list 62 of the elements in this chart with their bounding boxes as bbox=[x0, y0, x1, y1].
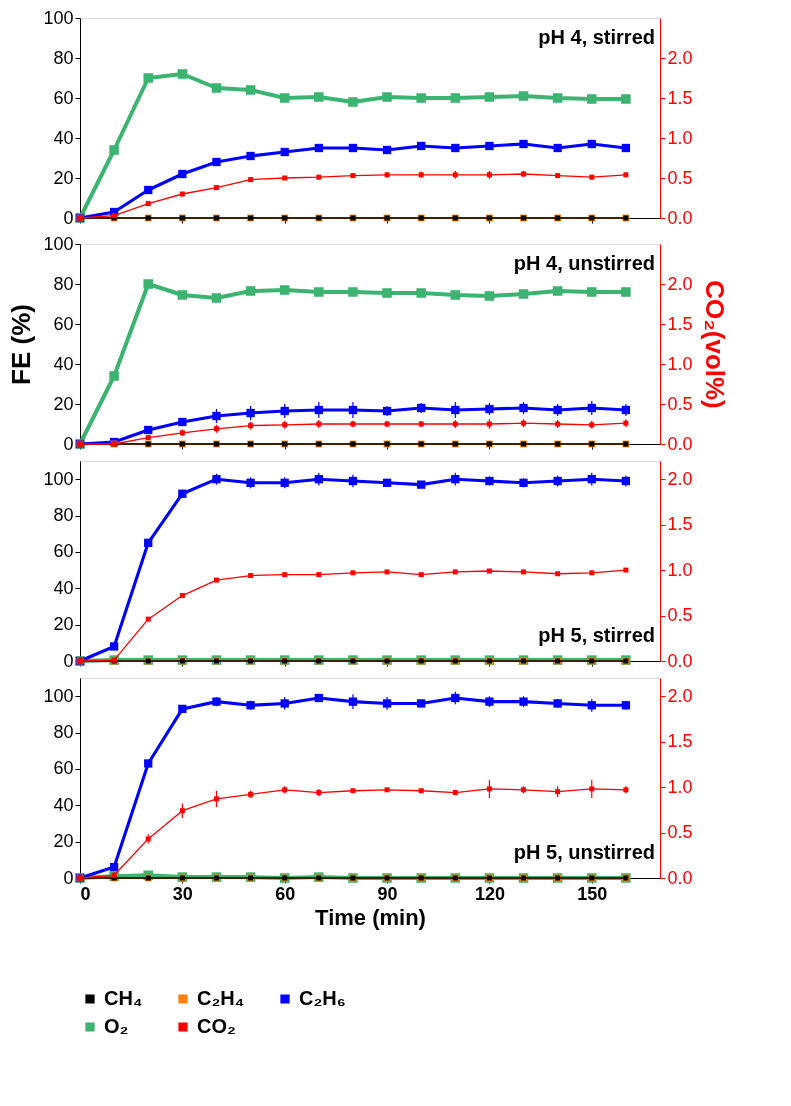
legend-label: CH₄ bbox=[104, 987, 143, 1009]
y-tick-label: 20 bbox=[53, 614, 74, 635]
y2-tick-label: 1.0 bbox=[667, 127, 693, 148]
y-tick-label: 20 bbox=[53, 393, 74, 414]
y2-tick-label: 1.0 bbox=[667, 559, 693, 580]
y-tick-label: 40 bbox=[53, 794, 74, 815]
y-tick-label: 0 bbox=[63, 867, 74, 888]
y-tick-label: 40 bbox=[53, 353, 74, 374]
y2-tick-label: 1.5 bbox=[667, 87, 693, 108]
y-tick-label: 100 bbox=[43, 685, 74, 706]
x-tick-label: 150 bbox=[577, 883, 608, 904]
y2-tick-label: 2.0 bbox=[667, 47, 693, 68]
y-tick-label: 100 bbox=[43, 233, 74, 254]
y2-tick-label: 0.0 bbox=[667, 650, 693, 671]
y-tick-label: 60 bbox=[53, 541, 74, 562]
y-tick-label: 100 bbox=[43, 468, 74, 489]
y2-tick-label: 1.5 bbox=[667, 731, 693, 752]
y2-axis-title: CO₂(vol%) bbox=[699, 280, 730, 409]
y-tick-label: 80 bbox=[53, 273, 74, 294]
x-tick-label: 120 bbox=[474, 883, 505, 904]
y-tick-label: 0 bbox=[63, 650, 74, 671]
x-tick-label: 0 bbox=[80, 883, 91, 904]
y-tick-label: 0 bbox=[63, 207, 74, 228]
y-tick-label: 80 bbox=[53, 505, 74, 526]
y-tick-label: 60 bbox=[53, 313, 74, 334]
y-tick-label: 80 bbox=[53, 47, 74, 68]
y2-tick-label: 1.5 bbox=[667, 313, 693, 334]
annotation: pH 4, stirred bbox=[538, 26, 655, 48]
annotation: pH 5, unstirred bbox=[513, 841, 655, 863]
y2-tick-label: 2.0 bbox=[667, 273, 693, 294]
x-tick-label: 60 bbox=[275, 883, 296, 904]
y-tick-label: 40 bbox=[53, 127, 74, 148]
y2-tick-label: 1.0 bbox=[667, 776, 693, 797]
y2-tick-label: 0.0 bbox=[667, 433, 693, 454]
y-tick-label: 80 bbox=[53, 722, 74, 743]
y-tick-label: 20 bbox=[53, 831, 74, 852]
annotation: pH 4, unstirred bbox=[513, 252, 655, 274]
legend-label: C₂H₆ bbox=[299, 987, 346, 1009]
y-tick-label: 20 bbox=[53, 167, 74, 188]
y-tick-label: 60 bbox=[53, 87, 74, 108]
y2-tick-label: 1.0 bbox=[667, 353, 693, 374]
annotation: pH 5, stirred bbox=[538, 624, 655, 646]
y2-tick-label: 0.5 bbox=[667, 167, 693, 188]
legend-label: CO₂ bbox=[197, 1015, 236, 1037]
y2-tick-label: 2.0 bbox=[667, 685, 693, 706]
y-axis-title: FE (%) bbox=[6, 304, 37, 385]
y-tick-label: 100 bbox=[43, 7, 74, 28]
y2-tick-label: 0.5 bbox=[667, 605, 693, 626]
x-tick-label: 30 bbox=[172, 883, 193, 904]
legend-label: O₂ bbox=[104, 1015, 129, 1037]
legend-label: C₂H₄ bbox=[197, 987, 245, 1009]
x-axis-title: Time (min) bbox=[315, 904, 426, 930]
y2-tick-label: 0.0 bbox=[667, 867, 693, 888]
y-tick-label: 40 bbox=[53, 577, 74, 598]
y-tick-label: 60 bbox=[53, 758, 74, 779]
y2-tick-label: 0.5 bbox=[667, 822, 693, 843]
x-tick-label: 90 bbox=[377, 883, 398, 904]
y2-tick-label: 1.5 bbox=[667, 514, 693, 535]
y2-tick-label: 0.0 bbox=[667, 207, 693, 228]
y2-tick-label: 0.5 bbox=[667, 393, 693, 414]
y-tick-label: 0 bbox=[63, 433, 74, 454]
y2-tick-label: 2.0 bbox=[667, 468, 693, 489]
